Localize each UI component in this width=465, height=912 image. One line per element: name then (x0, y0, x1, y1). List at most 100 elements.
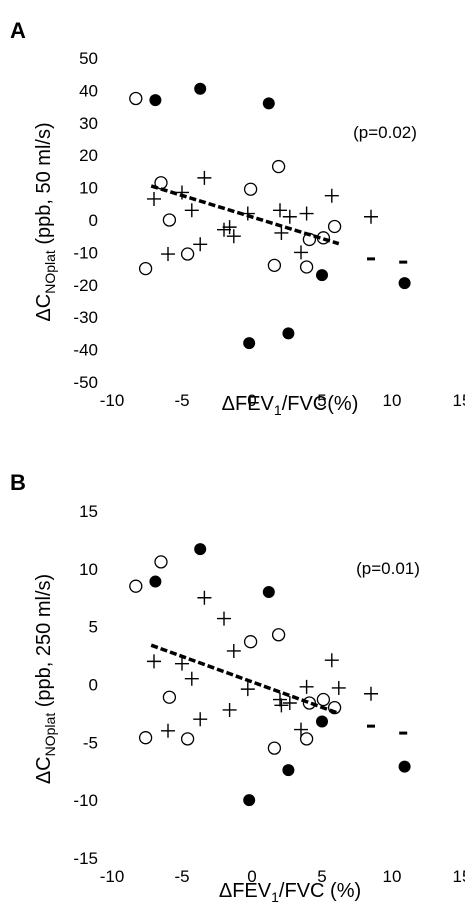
plus-point (175, 656, 189, 671)
filled-circle-point (398, 277, 411, 290)
plus-point (184, 203, 199, 218)
open-circle-point (129, 579, 143, 593)
plus-point (331, 680, 346, 695)
plus-point (364, 686, 378, 701)
open-circle-point (138, 261, 153, 276)
y-tick-label: -40 (73, 341, 98, 360)
x-axis-label: ΔFEV1/FVC(%) (222, 393, 359, 418)
x-tick-label: 10 (383, 391, 402, 410)
y-axis-ticks: 15 10 5 0 -5 -10 -15 (73, 502, 98, 868)
filled-circle-point (316, 269, 328, 282)
open-circle-point (243, 635, 258, 649)
y-tick-label: 0 (89, 676, 98, 695)
plus-point (274, 225, 289, 240)
plus-point (147, 191, 161, 206)
plus-point (294, 722, 308, 737)
plus-point (197, 590, 212, 605)
x-tick-label: 5 (317, 391, 326, 410)
plus-point (299, 206, 314, 221)
p-value-annotation: (p=0.01) (356, 559, 420, 578)
plus-point (222, 702, 237, 717)
y-tick-label: 10 (79, 179, 98, 198)
plus-point (193, 237, 208, 252)
filled-circle-point (398, 760, 411, 773)
p-value-annotation: (p=0.02) (353, 123, 417, 142)
panel-b: B 15 10 5 0 -5 -10 -15 -10 -5 0 5 10 15 (p=0.01) ΔF… (10, 470, 465, 905)
panel-letter: B (10, 470, 26, 495)
open-circle-point (162, 213, 177, 227)
y-tick-label: 5 (89, 618, 98, 637)
filled-circle-point (243, 794, 256, 807)
filled-circle-point (316, 715, 328, 728)
filled-circle-point (194, 82, 207, 95)
plus-point (197, 170, 212, 185)
open-circle-point (299, 732, 314, 746)
plus-point (193, 712, 208, 727)
open-circle-point (129, 91, 143, 106)
open-circle-point (162, 690, 177, 704)
plus-point (294, 245, 308, 260)
filled-circle-point (149, 575, 162, 588)
filled-circle-point (262, 97, 275, 110)
plus-point (282, 696, 297, 711)
filled-circle-point (243, 337, 256, 350)
y-tick-label: -5 (83, 733, 98, 752)
x-axis-label: ΔFEV1/FVC (%) (219, 880, 361, 905)
y-tick-label: 50 (79, 49, 98, 68)
x-axis-ticks: -10 -5 0 5 10 15 (100, 391, 465, 410)
x-tick-label: 15 (453, 391, 465, 410)
y-axis-label: ΔCNOplat (ppb, 250 ml/s) (33, 574, 58, 784)
x-tick-label: -5 (174, 867, 189, 886)
y-tick-label: -10 (73, 243, 98, 262)
open-circle-point (299, 260, 314, 274)
y-tick-label: -15 (73, 849, 98, 868)
y-tick-label: -50 (73, 373, 98, 392)
y-tick-label: 40 (79, 81, 98, 100)
y-tick-label: 30 (79, 114, 98, 133)
open-circle-point (180, 247, 195, 261)
plus-point (282, 209, 297, 224)
data-marks (129, 543, 411, 807)
plus-point (226, 643, 241, 658)
x-axis-ticks: -10 -5 0 5 10 15 (100, 867, 465, 886)
plus-point (161, 247, 175, 262)
plus-point (147, 654, 161, 669)
plus-point (274, 698, 289, 713)
y-tick-label: -10 (73, 791, 98, 810)
x-tick-label: -10 (100, 867, 125, 886)
open-circle-point (267, 741, 282, 755)
filled-circle-point (194, 543, 207, 556)
plus-point (161, 723, 175, 738)
y-tick-label: 10 (79, 560, 98, 579)
data-marks (129, 82, 411, 350)
plus-point (273, 692, 287, 707)
open-circle-point (243, 182, 258, 196)
plus-point (240, 682, 255, 697)
x-tick-label: -5 (174, 391, 189, 410)
y-tick-label: 0 (89, 211, 98, 230)
open-circle-point (154, 555, 168, 569)
plus-point (226, 229, 241, 244)
y-tick-label: 15 (79, 502, 98, 521)
x-tick-label: 0 (247, 391, 256, 410)
x-tick-label: 5 (317, 867, 326, 886)
plus-point (299, 679, 314, 694)
y-tick-label: -20 (73, 276, 98, 295)
y-axis-ticks: 50 40 30 20 10 0 -10 -20 -30 -40 -50 (73, 49, 98, 392)
x-tick-label: 0 (247, 867, 256, 886)
open-circle-point (327, 219, 342, 234)
y-axis-label: ΔCNOplat (ppb, 50 ml/s) (33, 122, 58, 321)
x-tick-label: -10 (100, 391, 125, 410)
plus-point (217, 611, 231, 626)
open-circle-point (138, 731, 153, 745)
plus-point (324, 188, 339, 203)
open-circle-point (271, 628, 286, 642)
filled-circle-point (149, 94, 162, 107)
filled-circle-point (282, 764, 295, 777)
plus-point (324, 653, 339, 668)
y-tick-label: 20 (79, 146, 98, 165)
plus-point (222, 220, 237, 235)
plus-point (273, 203, 287, 218)
